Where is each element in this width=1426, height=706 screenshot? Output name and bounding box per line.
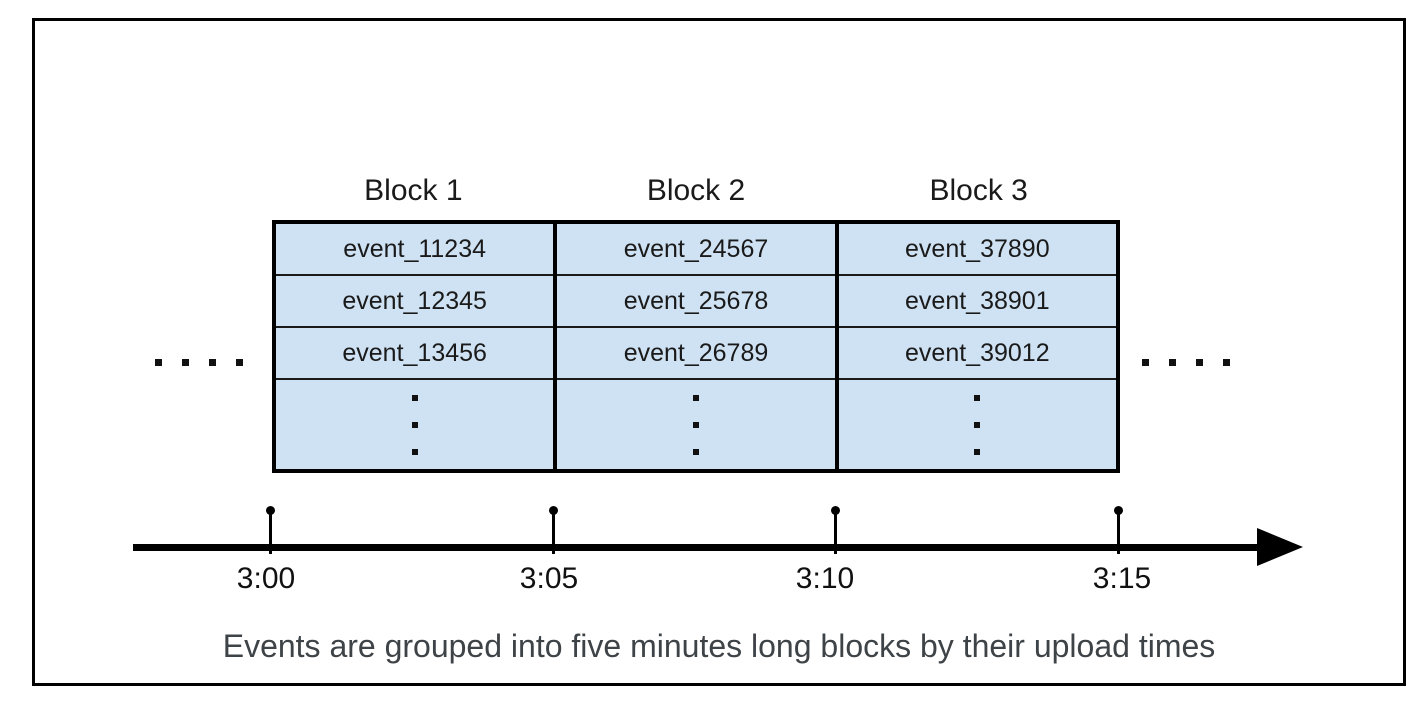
dot xyxy=(155,359,162,366)
block-2-column: event_24567 event_25678 event_26789 xyxy=(557,224,839,469)
horizontal-ellipsis-icon xyxy=(1142,359,1230,366)
timeline-axis-line xyxy=(133,544,1260,551)
event-cell: event_37890 xyxy=(838,224,1116,276)
event-cell: event_26789 xyxy=(557,328,835,380)
dot xyxy=(974,394,981,401)
arrowhead-icon xyxy=(1257,528,1303,566)
vertical-ellipsis-icon xyxy=(557,380,834,469)
vertical-ellipsis-icon xyxy=(839,380,1116,469)
event-cell: event_11234 xyxy=(276,224,554,276)
dot xyxy=(692,448,699,455)
caption: Events are grouped into five minutes lon… xyxy=(222,628,1216,664)
tick-pin-icon xyxy=(1114,506,1123,515)
dot xyxy=(411,394,418,401)
tick-label: 3:05 xyxy=(519,562,579,595)
dot xyxy=(1223,359,1230,366)
dot xyxy=(692,394,699,401)
block-1-column: event_11234 event_12345 event_13456 xyxy=(276,224,558,469)
horizontal-ellipsis-icon xyxy=(155,359,243,366)
tick-label: 3:15 xyxy=(1092,562,1152,595)
dot xyxy=(411,421,418,428)
vertical-ellipsis-icon xyxy=(276,380,553,469)
tick-stem xyxy=(834,512,837,554)
event-cell: event_38901 xyxy=(838,276,1116,328)
tick-pin-icon xyxy=(266,506,275,515)
dot xyxy=(692,421,699,428)
dot xyxy=(182,359,189,366)
event-cell: event_24567 xyxy=(557,224,835,276)
dot xyxy=(236,359,243,366)
tick-pin-icon xyxy=(831,506,840,515)
block-labels-row: Block 1 Block 2 Block 3 xyxy=(272,168,1120,216)
dot xyxy=(411,448,418,455)
dot xyxy=(1142,359,1149,366)
tick-stem xyxy=(269,512,272,554)
tick-stem xyxy=(1117,512,1120,554)
event-table: event_11234 event_12345 event_13456 even… xyxy=(272,220,1120,473)
block-1-label: Block 1 xyxy=(364,174,463,207)
block-3-column: event_37890 event_38901 event_39012 xyxy=(838,224,1116,469)
dot xyxy=(974,448,981,455)
dot xyxy=(974,421,981,428)
event-cell: event_39012 xyxy=(838,328,1116,380)
event-cell: event_13456 xyxy=(276,328,554,380)
block-2-label: Block 2 xyxy=(646,174,746,207)
dot xyxy=(1169,359,1176,366)
event-cell: event_25678 xyxy=(557,276,835,328)
tick-label: 3:10 xyxy=(795,562,855,595)
block-3-label: Block 3 xyxy=(929,174,1028,207)
dot xyxy=(1196,359,1203,366)
tick-label: 3:00 xyxy=(236,562,296,595)
tick-stem xyxy=(552,512,555,554)
tick-pin-icon xyxy=(549,506,558,515)
event-cell: event_12345 xyxy=(276,276,554,328)
dot xyxy=(209,359,216,366)
